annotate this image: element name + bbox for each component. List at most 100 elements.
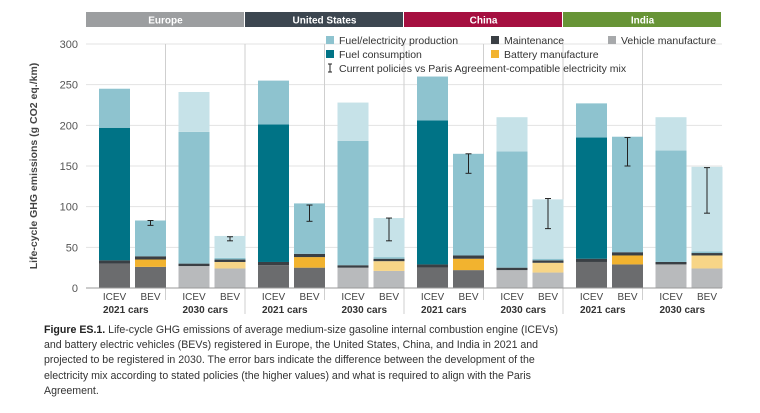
axes: 0 50 100 150 200 250 300 Life-cycle GHG emissio…: [28, 39, 722, 316]
fuel-production-segment: [99, 88, 130, 128]
fuel-production-segment: [178, 131, 210, 264]
year-group-label: 2030 cars: [341, 305, 387, 316]
fuel-production-segment: [417, 76, 448, 121]
maintenance-segment: [214, 259, 246, 262]
maintenance-segment: [453, 255, 484, 259]
fuel-production-segment: [214, 257, 246, 260]
vehicle-manufacture-segment: [178, 266, 210, 288]
vehicle-manufacture-segment: [576, 261, 607, 288]
legend-label: Battery manufacture: [504, 49, 599, 61]
x-tick-label: ICEV: [659, 292, 683, 303]
fuel-production-segment: [135, 220, 166, 257]
caption-text: Life-cycle GHG emissions of average medi…: [44, 324, 559, 397]
maintenance-segment: [496, 267, 528, 271]
x-tick-label: BEV: [220, 292, 240, 303]
vehicle-manufacture-segment: [135, 266, 166, 288]
maintenance-segment: [612, 252, 643, 256]
x-tick-label: ICEV: [500, 292, 524, 303]
vehicle-manufacture-segment: [373, 270, 405, 288]
legend-label: Maintenance: [504, 35, 564, 47]
fuel-production-future-segment: [214, 235, 246, 258]
x-tick-label: BEV: [538, 292, 558, 303]
x-tick-label: BEV: [140, 292, 160, 303]
vehicle-manufacture-segment: [453, 270, 484, 288]
region-header: [245, 12, 403, 27]
battery-manufacture-segment: [612, 255, 643, 265]
x-tick-label: ICEV: [103, 292, 127, 303]
year-group-label: 2021 cars: [103, 305, 149, 316]
y-tick-label: 100: [60, 202, 78, 214]
fuel-production-segment: [337, 140, 369, 266]
maintenance-segment: [294, 253, 325, 258]
region-header-label: United States: [293, 16, 357, 27]
region-header-label: India: [631, 16, 655, 27]
x-tick-label: ICEV: [182, 292, 206, 303]
y-tick-label: 50: [66, 242, 78, 254]
year-group-label: 2030 cars: [182, 305, 228, 316]
bars: [99, 76, 723, 288]
fuel-production-future-segment: [337, 102, 369, 141]
legend-swatch: [491, 50, 499, 58]
vehicle-manufacture-segment: [417, 267, 448, 288]
x-tick-label: ICEV: [421, 292, 445, 303]
region-header-label: China: [470, 16, 498, 27]
x-tick-label: BEV: [697, 292, 717, 303]
maintenance-segment: [417, 264, 448, 268]
fuel-production-future-segment: [178, 91, 210, 132]
legend-swatch: [326, 36, 334, 44]
fuel-consumption-segment: [417, 120, 448, 265]
year-group-label: 2030 cars: [500, 305, 546, 316]
x-tick-label: BEV: [458, 292, 478, 303]
region-headers: Europe United States China India: [86, 12, 721, 27]
vehicle-manufacture-segment: [337, 267, 369, 288]
legend-label: Current policies vs Paris Agreement-comp…: [339, 63, 627, 75]
maintenance-segment: [99, 260, 130, 264]
maintenance-segment: [576, 258, 607, 262]
fuel-production-segment: [258, 80, 289, 125]
vehicle-manufacture-segment: [532, 272, 564, 288]
region-header: [86, 12, 244, 27]
region-header-label: Europe: [148, 16, 183, 27]
x-tick-label: BEV: [379, 292, 399, 303]
maintenance-segment: [373, 258, 405, 262]
legend-label: Fuel/electricity production: [339, 35, 458, 47]
vehicle-manufacture-segment: [691, 268, 723, 288]
legend-label: Fuel consumption: [339, 49, 422, 61]
maintenance-segment: [691, 253, 723, 256]
x-tick-label: ICEV: [341, 292, 365, 303]
y-tick-label: 250: [60, 80, 78, 92]
battery-manufacture-segment: [214, 261, 246, 269]
fuel-production-future-segment: [496, 117, 528, 152]
battery-manufacture-segment: [532, 262, 564, 273]
y-tick-label: 300: [60, 39, 78, 51]
fuel-production-segment: [691, 251, 723, 254]
y-tick-label: 0: [72, 283, 78, 295]
region-header: [563, 12, 721, 27]
legend-label: Vehicle manufacture: [621, 35, 716, 47]
year-group-label: 2021 cars: [580, 305, 626, 316]
maintenance-segment: [258, 261, 289, 266]
maintenance-segment: [655, 261, 687, 265]
battery-manufacture-segment: [691, 255, 723, 269]
x-tick-label: ICEV: [580, 292, 604, 303]
fuel-production-segment: [532, 258, 564, 261]
x-tick-label: ICEV: [262, 292, 286, 303]
error-bars: [147, 137, 710, 242]
emissions-chart: Europe United States China India 0 50 100 150 2…: [28, 12, 723, 316]
vehicle-manufacture-segment: [496, 270, 528, 288]
battery-manufacture-segment: [453, 258, 484, 271]
vehicle-manufacture-segment: [294, 267, 325, 288]
legend-swatch: [491, 36, 499, 44]
caption-label: Figure ES.1.: [44, 324, 106, 336]
x-tick-label: BEV: [617, 292, 637, 303]
vehicle-manufacture-segment: [655, 264, 687, 288]
fuel-consumption-segment: [99, 127, 130, 261]
vehicle-manufacture-segment: [612, 264, 643, 288]
legend-swatch: [608, 36, 616, 44]
fuel-production-segment: [655, 150, 687, 262]
fuel-consumption-segment: [258, 124, 289, 262]
fuel-production-segment: [496, 151, 528, 268]
fuel-consumption-segment: [576, 137, 607, 259]
year-group-label: 2021 cars: [262, 305, 308, 316]
legend-swatch: [326, 50, 334, 58]
